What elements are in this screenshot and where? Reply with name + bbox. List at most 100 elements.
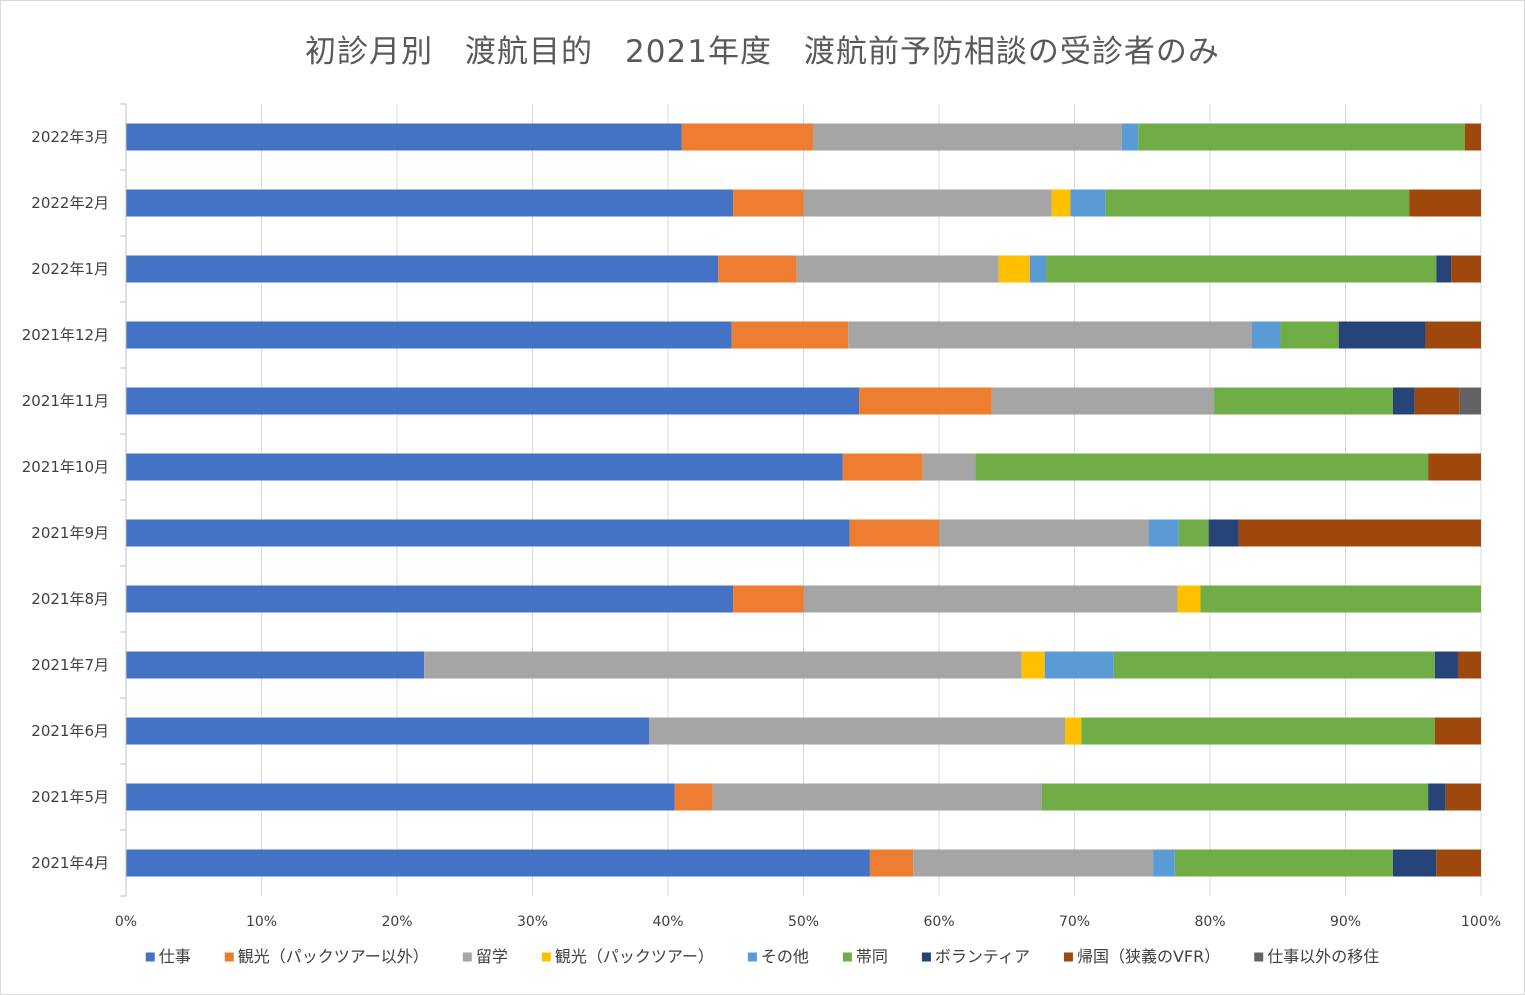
legend-swatch — [921, 952, 931, 962]
bar-segment — [796, 255, 999, 283]
bar-segment — [1153, 849, 1175, 877]
bar-segment — [922, 453, 976, 481]
x-tick-label: 30% — [517, 914, 548, 930]
bar-segment — [674, 783, 713, 811]
legend-swatch — [541, 952, 551, 962]
legend-label: 仕事 — [159, 947, 191, 966]
category-label: 2021年4月 — [31, 854, 109, 872]
legend-swatch — [1063, 952, 1073, 962]
bar-segment — [1436, 255, 1452, 283]
bar-segment — [649, 717, 1066, 745]
bar-segment — [126, 651, 425, 679]
x-tick-label: 100% — [1461, 914, 1501, 930]
bar-segment — [859, 387, 992, 415]
bar-segment — [1392, 387, 1415, 415]
bar-segment — [849, 519, 939, 547]
bar-segment — [1464, 123, 1481, 151]
bar-segment — [1200, 585, 1481, 613]
bar-segment — [1428, 783, 1446, 811]
bar-segment — [1409, 189, 1481, 217]
bar-segment — [733, 585, 804, 613]
bar-segment — [126, 717, 650, 745]
bar-segment — [126, 387, 860, 415]
bar-segment — [975, 453, 1429, 481]
bar-segment — [803, 585, 1178, 613]
bar-segment — [1149, 519, 1179, 547]
legend-item: 帯同 — [842, 947, 888, 966]
bar-segment — [1451, 255, 1481, 283]
category-label: 2022年2月 — [31, 194, 109, 212]
bar-segment — [1081, 717, 1435, 745]
legend-label: 帯同 — [856, 947, 888, 966]
legend-item: 仕事以外の移住 — [1254, 947, 1379, 966]
category-label: 2021年8月 — [31, 590, 109, 608]
legend-swatch — [1254, 952, 1264, 962]
bar-segment — [126, 123, 682, 151]
legend-label: 仕事以外の移住 — [1267, 947, 1379, 966]
bar-segment — [1436, 849, 1481, 877]
bar-segment — [731, 321, 849, 349]
bar-segment — [991, 387, 1215, 415]
legend-item: 観光（パックツアー） — [541, 947, 714, 966]
category-label: 2022年1月 — [31, 260, 109, 278]
bar-segment — [913, 849, 1154, 877]
legend-label: 帰国（狭義のVFR） — [1077, 947, 1220, 966]
bar-segment — [126, 519, 850, 547]
bar-segment — [1178, 519, 1209, 547]
category-label: 2021年12月 — [22, 326, 109, 344]
bar-segment — [712, 783, 1042, 811]
bar-segment — [1338, 321, 1426, 349]
category-label: 2021年11月 — [22, 392, 109, 410]
bar-segment — [1457, 651, 1481, 679]
axes — [120, 103, 127, 897]
category-label: 2021年7月 — [31, 656, 109, 674]
bar-segment — [1177, 585, 1201, 613]
legend-swatch — [145, 952, 155, 962]
bar-segment — [1051, 189, 1071, 217]
legend-label: 観光（パックツアー以外） — [238, 947, 429, 966]
bar-segment — [1434, 717, 1481, 745]
bar-segment — [803, 189, 1052, 217]
bar-segment — [1105, 189, 1410, 217]
chart-title: 初診月別 渡航目的 2021年度 渡航前予防相談の受診者のみ — [305, 34, 1220, 70]
bar-segment — [126, 783, 675, 811]
bar-segment — [1113, 651, 1435, 679]
bar-segment — [126, 321, 732, 349]
legend-swatch — [747, 952, 757, 962]
x-tick-label: 20% — [381, 914, 412, 930]
legend-swatch — [462, 952, 472, 962]
bar-segment — [126, 453, 843, 481]
gridlines — [261, 104, 1482, 896]
legend-label: ボランティア — [935, 947, 1030, 966]
legend-label: 留学 — [476, 947, 508, 966]
bar-segment — [1065, 717, 1082, 745]
bar-segment — [1174, 849, 1393, 877]
legend-item: 留学 — [462, 947, 508, 966]
legend-swatch — [842, 952, 852, 962]
bar-segment — [733, 189, 804, 217]
x-tick-label: 60% — [923, 914, 954, 930]
bar-segment — [1138, 123, 1465, 151]
bar-segment — [1392, 849, 1437, 877]
bar-segment — [1214, 387, 1393, 415]
bar-segment — [1044, 651, 1114, 679]
bar-segment — [1041, 783, 1429, 811]
legend-item: 帰国（狭義のVFR） — [1063, 947, 1220, 966]
bar-segment — [1414, 387, 1460, 415]
bar-segment — [1070, 189, 1106, 217]
bar-segment — [718, 255, 797, 283]
x-tick-label: 10% — [246, 914, 277, 930]
bar-segment — [126, 189, 734, 217]
bar-segment — [1208, 519, 1239, 547]
bars — [126, 123, 1481, 877]
bar-segment — [1459, 387, 1481, 415]
category-label: 2021年6月 — [31, 722, 109, 740]
legend-label: その他 — [761, 947, 809, 966]
x-tick-label: 40% — [652, 914, 683, 930]
bar-segment — [939, 519, 1150, 547]
bar-segment — [1252, 321, 1281, 349]
bar-segment — [126, 849, 870, 877]
legend-item: 観光（パックツアー以外） — [224, 947, 429, 966]
legend: 仕事 観光（パックツアー以外） 留学 観光（パックツアー） その他 帯同 ボランティア 帰国（… — [145, 947, 1379, 966]
